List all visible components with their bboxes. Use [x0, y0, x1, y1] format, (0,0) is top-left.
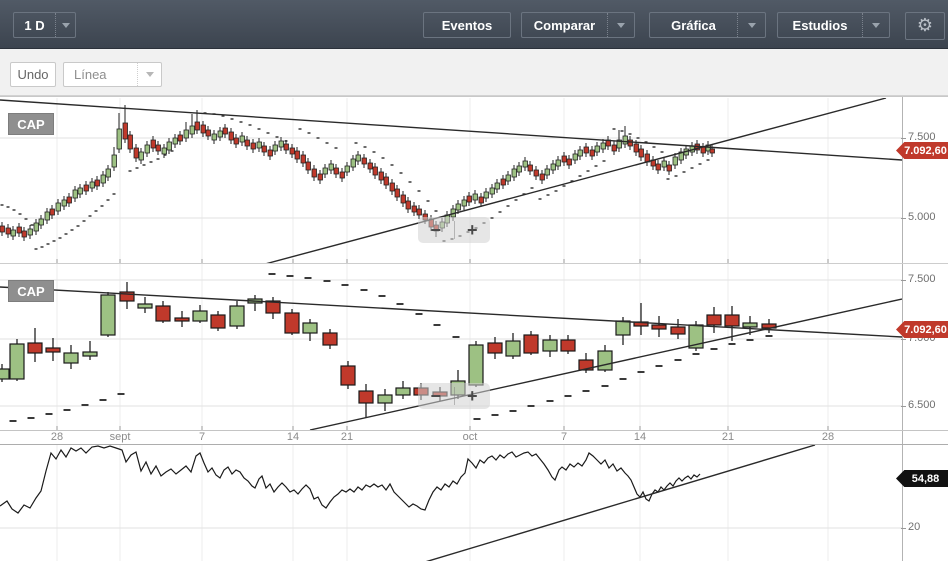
gear-icon: ⚙ [916, 15, 934, 35]
y-axis-label: 6.500 [901, 399, 936, 411]
chevron-down-icon [872, 22, 880, 28]
date-label: 7 [560, 431, 568, 443]
zoom-in-button[interactable]: + [466, 385, 478, 406]
estudios-dropdown-arrow[interactable] [862, 13, 889, 37]
date-label: sept [109, 431, 131, 443]
comparar-dropdown-arrow[interactable] [607, 13, 634, 37]
main-chart-canvas[interactable] [0, 264, 902, 430]
undo-label: Undo [17, 67, 49, 82]
tool-select-arrow[interactable] [137, 63, 161, 86]
tool-select[interactable]: Línea [63, 62, 162, 87]
zoom-control-main: − + [418, 383, 490, 409]
date-label: oct [462, 431, 478, 443]
date-label: 14 [633, 431, 647, 443]
overview-chart-canvas[interactable] [0, 98, 902, 264]
chevron-down-icon [747, 22, 756, 28]
eventos-button[interactable]: Eventos [423, 12, 511, 38]
timeframe-dropdown-arrow[interactable] [55, 13, 75, 37]
zoom-out-button[interactable]: − [430, 385, 441, 406]
zoom-divider [453, 387, 455, 405]
date-label: 28 [821, 431, 835, 443]
date-label: 28 [50, 431, 64, 443]
drawing-toolbar: Undo Línea LÍNEA: O: C: H: L: V: D: [0, 49, 948, 137]
date-label: 14 [286, 431, 300, 443]
indicator-value-tag: 54,88 [896, 470, 948, 487]
last-price-tag: 7.092,60 [896, 321, 948, 338]
comparar-label: Comparar [533, 17, 596, 33]
zoom-out-button[interactable]: − [430, 219, 441, 240]
chart-separator[interactable] [0, 444, 948, 445]
settings-button[interactable]: ⚙ [905, 12, 945, 40]
chevron-down-icon [145, 72, 154, 77]
timeframe-label: 1 D [24, 17, 45, 33]
eventos-label: Eventos [441, 17, 493, 33]
undo-button[interactable]: Undo [10, 62, 56, 87]
symbol-badge-overview[interactable]: CAP [8, 113, 54, 135]
estudios-label: Estudios [792, 17, 848, 33]
y-axis-label: 7.500 [901, 273, 936, 285]
grafica-dropdown-arrow[interactable] [737, 13, 765, 37]
chevron-down-icon [617, 22, 625, 28]
date-label: 21 [721, 431, 735, 443]
y-axis-label: 7.500 [901, 131, 936, 143]
chevron-down-icon [61, 22, 70, 28]
zoom-divider [453, 221, 455, 239]
zoom-in-button[interactable]: + [466, 219, 478, 240]
grafica-button[interactable]: Gráfica [649, 12, 766, 38]
date-label: 21 [340, 431, 354, 443]
last-price-tag: 7.092,60 [896, 142, 948, 159]
timeframe-button[interactable]: 1 D [13, 12, 76, 38]
estudios-button[interactable]: Estudios [777, 12, 890, 38]
chart-separator [0, 430, 948, 431]
date-axis: 28 sept 7 14 21 oct 7 14 21 28 [0, 431, 902, 444]
symbol-badge-main[interactable]: CAP [8, 280, 54, 302]
date-label: 7 [198, 431, 206, 443]
comparar-button[interactable]: Comparar [521, 12, 635, 38]
y-axis-label: 5.000 [901, 211, 936, 223]
y-axis-label: 20 [900, 521, 921, 533]
chart-stage: 28 sept 7 14 21 oct 7 14 21 28 CAP CAP − + − + 7.… [0, 96, 948, 561]
chart-separator[interactable] [0, 263, 948, 264]
grafica-label: Gráfica [671, 17, 716, 33]
main-toolbar: 1 D Eventos Comparar Gráfica Estudios ⚙ [0, 0, 948, 49]
zoom-control-overview: − + [418, 217, 490, 243]
tool-select-value: Línea [74, 67, 107, 82]
indicator-chart-canvas[interactable] [0, 445, 902, 561]
